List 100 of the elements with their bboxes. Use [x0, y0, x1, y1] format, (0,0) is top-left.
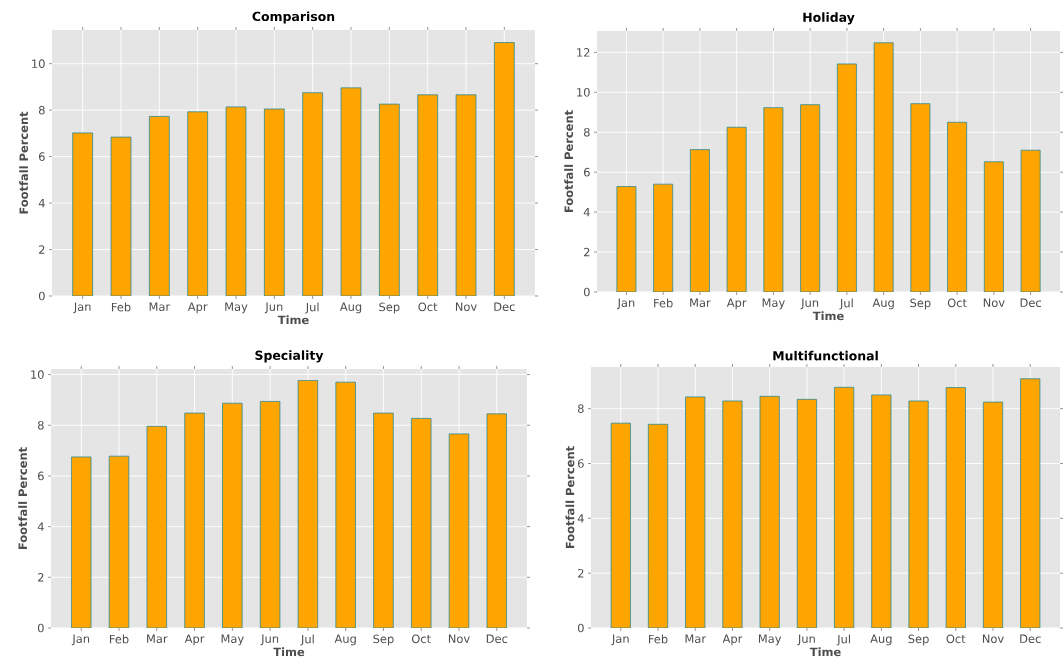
- y-tick-label: 6: [577, 459, 584, 468]
- x-tick-label: Sep: [379, 302, 400, 314]
- x-tick-label: Apr: [187, 302, 208, 314]
- y-tick-label: 0: [38, 291, 45, 301]
- x-tick-label: Sep: [910, 298, 931, 310]
- x-tick-label: Mar: [149, 302, 171, 312]
- y-tick-label: 4: [38, 198, 45, 208]
- y-tick-label: 6: [38, 152, 45, 161]
- bar: [335, 381, 356, 628]
- bar: [225, 106, 247, 296]
- y-tick-label: 2: [38, 573, 44, 582]
- x-tick-label: Oct: [947, 298, 967, 308]
- bar: [722, 400, 743, 628]
- x-tick-label: Oct: [411, 634, 431, 644]
- bar: [379, 103, 400, 296]
- y-tick-label: 10: [31, 370, 44, 379]
- x-tick-label: Jan: [71, 634, 90, 646]
- y-tick-label: 10: [32, 59, 45, 68]
- bar: [800, 104, 821, 292]
- bar: [71, 456, 92, 628]
- bar: [947, 121, 968, 292]
- y-tick-label: 8: [583, 127, 590, 137]
- x-tick-label: Mar: [147, 634, 168, 644]
- bar: [486, 413, 507, 628]
- bar: [610, 422, 631, 628]
- x-tick-label: Dec: [486, 634, 508, 644]
- x-tick-label: Feb: [111, 302, 131, 312]
- bar: [908, 400, 929, 628]
- y-tick-label: 8: [37, 420, 44, 430]
- y-tick-label: 4: [577, 514, 584, 523]
- bar: [983, 161, 1004, 292]
- x-tick-label: Dec: [494, 302, 515, 312]
- y-tick-label: 2: [39, 245, 45, 254]
- x-tick-label: Sep: [908, 634, 929, 646]
- bar: [302, 92, 323, 296]
- y-axis-title: Footfall Percent: [565, 446, 575, 549]
- bar: [340, 87, 362, 296]
- x-tick-label: Nov: [982, 634, 1004, 644]
- bar: [653, 183, 674, 292]
- y-tick-label: 12: [577, 48, 590, 57]
- x-tick-label: Aug: [872, 298, 894, 310]
- x-tick-label: May: [758, 634, 782, 646]
- x-tick-label: Apr: [722, 634, 743, 646]
- bar: [455, 94, 477, 296]
- x-tick-label: Feb: [654, 298, 673, 308]
- bar: [834, 386, 855, 628]
- x-tick-label: Feb: [109, 634, 129, 644]
- bar: [982, 401, 1004, 628]
- bar: [146, 425, 167, 628]
- x-tick-label: Jan: [616, 298, 635, 310]
- x-tick-label: Jan: [73, 302, 91, 314]
- x-tick-label: Apr: [726, 298, 747, 310]
- x-axis-title: Time: [277, 315, 309, 325]
- x-tick-label: Mar: [690, 298, 711, 308]
- bar: [685, 396, 706, 628]
- bar: [259, 401, 281, 628]
- bar: [726, 126, 747, 292]
- x-tick-label: Aug: [870, 634, 892, 646]
- x-tick-label: Jun: [260, 634, 279, 646]
- bar: [297, 380, 319, 628]
- x-tick-label: Jul: [300, 634, 314, 646]
- x-tick-label: Mar: [685, 634, 707, 644]
- x-tick-label: Oct: [946, 634, 966, 644]
- x-tick-label: Nov: [448, 634, 470, 644]
- x-tick-label: May: [225, 302, 248, 314]
- x-tick-label: May: [221, 634, 244, 646]
- bar: [796, 398, 817, 628]
- chart-title: Multifunctional: [773, 350, 878, 361]
- bar: [945, 387, 966, 628]
- x-tick-label: Jun: [800, 298, 819, 310]
- x-axis-title: Time: [812, 311, 844, 321]
- bar: [184, 412, 205, 628]
- bar: [647, 423, 669, 628]
- bar: [373, 412, 394, 628]
- chart-title: Holiday: [803, 12, 855, 25]
- x-tick-label: Nov: [455, 302, 477, 312]
- x-tick-label: Dec: [1020, 634, 1041, 644]
- x-tick-label: Jul: [839, 298, 853, 310]
- bar: [763, 107, 784, 292]
- y-axis-title: Footfall Percent: [19, 111, 29, 214]
- bar: [616, 186, 637, 292]
- y-tick-label: 6: [583, 167, 590, 177]
- bar: [494, 42, 515, 296]
- y-tick-label: 0: [583, 287, 590, 297]
- bar: [873, 42, 894, 292]
- x-tick-label: Jun: [797, 634, 815, 646]
- x-tick-label: Sep: [373, 634, 394, 646]
- bar: [417, 94, 438, 296]
- x-tick-label: Aug: [334, 634, 356, 646]
- x-tick-label: Aug: [339, 302, 362, 314]
- x-tick-label: May: [762, 298, 785, 310]
- bar: [110, 136, 132, 296]
- chart-title: Comparison: [252, 11, 335, 24]
- bar: [910, 103, 931, 292]
- x-tick-label: Jul: [305, 302, 319, 314]
- x-tick-label: Oct: [418, 302, 438, 312]
- bar: [1020, 149, 1041, 292]
- x-tick-label: Feb: [648, 634, 668, 644]
- bar: [411, 418, 432, 628]
- bar: [448, 433, 470, 628]
